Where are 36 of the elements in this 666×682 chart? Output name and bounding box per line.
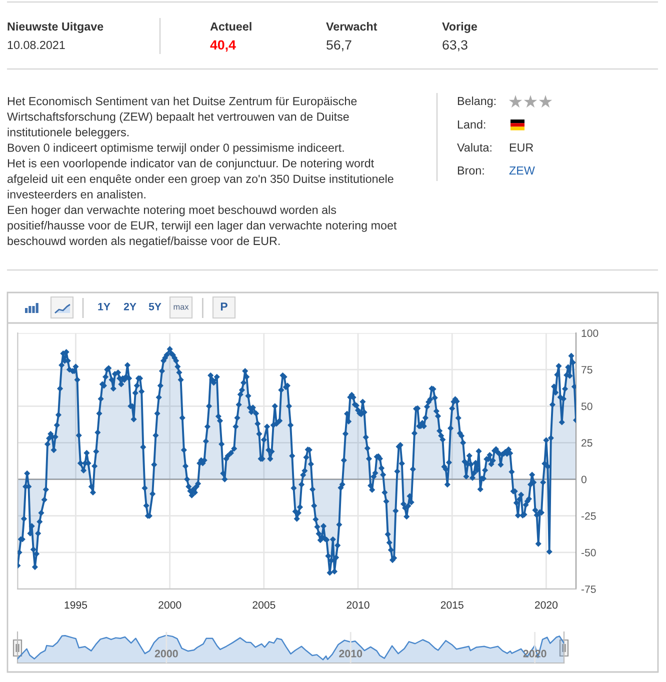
x-tick-label: 2000	[158, 601, 182, 609]
text: EUR	[510, 143, 534, 152]
x-tick-label: 2015	[440, 601, 464, 609]
text: 56,7	[326, 40, 352, 52]
text: Belang:	[458, 96, 496, 108]
y-tick-label: 0	[581, 476, 586, 484]
y-tick-label: -50	[581, 548, 596, 556]
x-tick-label: 2010	[346, 601, 370, 609]
text: Het Economisch Sentiment van het Duitse Zentrum für Europäische Wirtschaftsforschung (ZEW) bepaalt het vertrouwen van de Duitse institutionele beleggers. Boven 0 indiceert optimisme terwijl onder 0 pessimisme indiceert. Het is een voorlopende indicator van de conjunctuur. De notering wordt afgeleid uit een enquête onder een groep van zo'n 350 Duitse institutionele investeerders en analisten. Een hoger dan verwachte notering moet beschouwd worden als positief/hausse voor de EUR, terwijl een lager dan verwachte notering moet beschouwd worden als negatief/baisse voor de EUR.	[7, 96, 397, 248]
y-tick-label: 50	[581, 402, 592, 410]
text: max	[174, 305, 189, 310]
text: Valuta:	[457, 143, 492, 152]
text: 1Y	[98, 302, 110, 310]
text: Vorige	[442, 22, 478, 33]
text: P	[220, 302, 228, 310]
y-tick-label: 25	[582, 439, 592, 447]
text: ZEW	[509, 166, 535, 174]
text: Nieuwste Uitgave	[8, 22, 104, 33]
text: 2Y	[124, 302, 136, 310]
text: Bron:	[458, 166, 484, 175]
y-tick-label: -25	[581, 512, 596, 520]
x-tick-label: 2010	[339, 650, 362, 658]
y-tick-label: -75	[581, 586, 596, 593]
text: Verwacht	[326, 22, 378, 31]
text: Actueel	[210, 22, 252, 31]
text: 5Y	[148, 302, 162, 310]
x-tick-label: 2005	[252, 601, 276, 609]
x-tick-label: 1995	[64, 601, 88, 609]
text: 63,3	[442, 40, 468, 52]
x-tick-label: 2000	[154, 650, 178, 658]
text: 40,4	[210, 40, 236, 52]
x-tick-label: 2020	[534, 601, 558, 609]
text: 10.08.2021	[8, 40, 65, 50]
y-tick-label: 100	[582, 329, 598, 337]
text: Land:	[458, 120, 486, 129]
y-tick-label: 75	[582, 366, 592, 374]
